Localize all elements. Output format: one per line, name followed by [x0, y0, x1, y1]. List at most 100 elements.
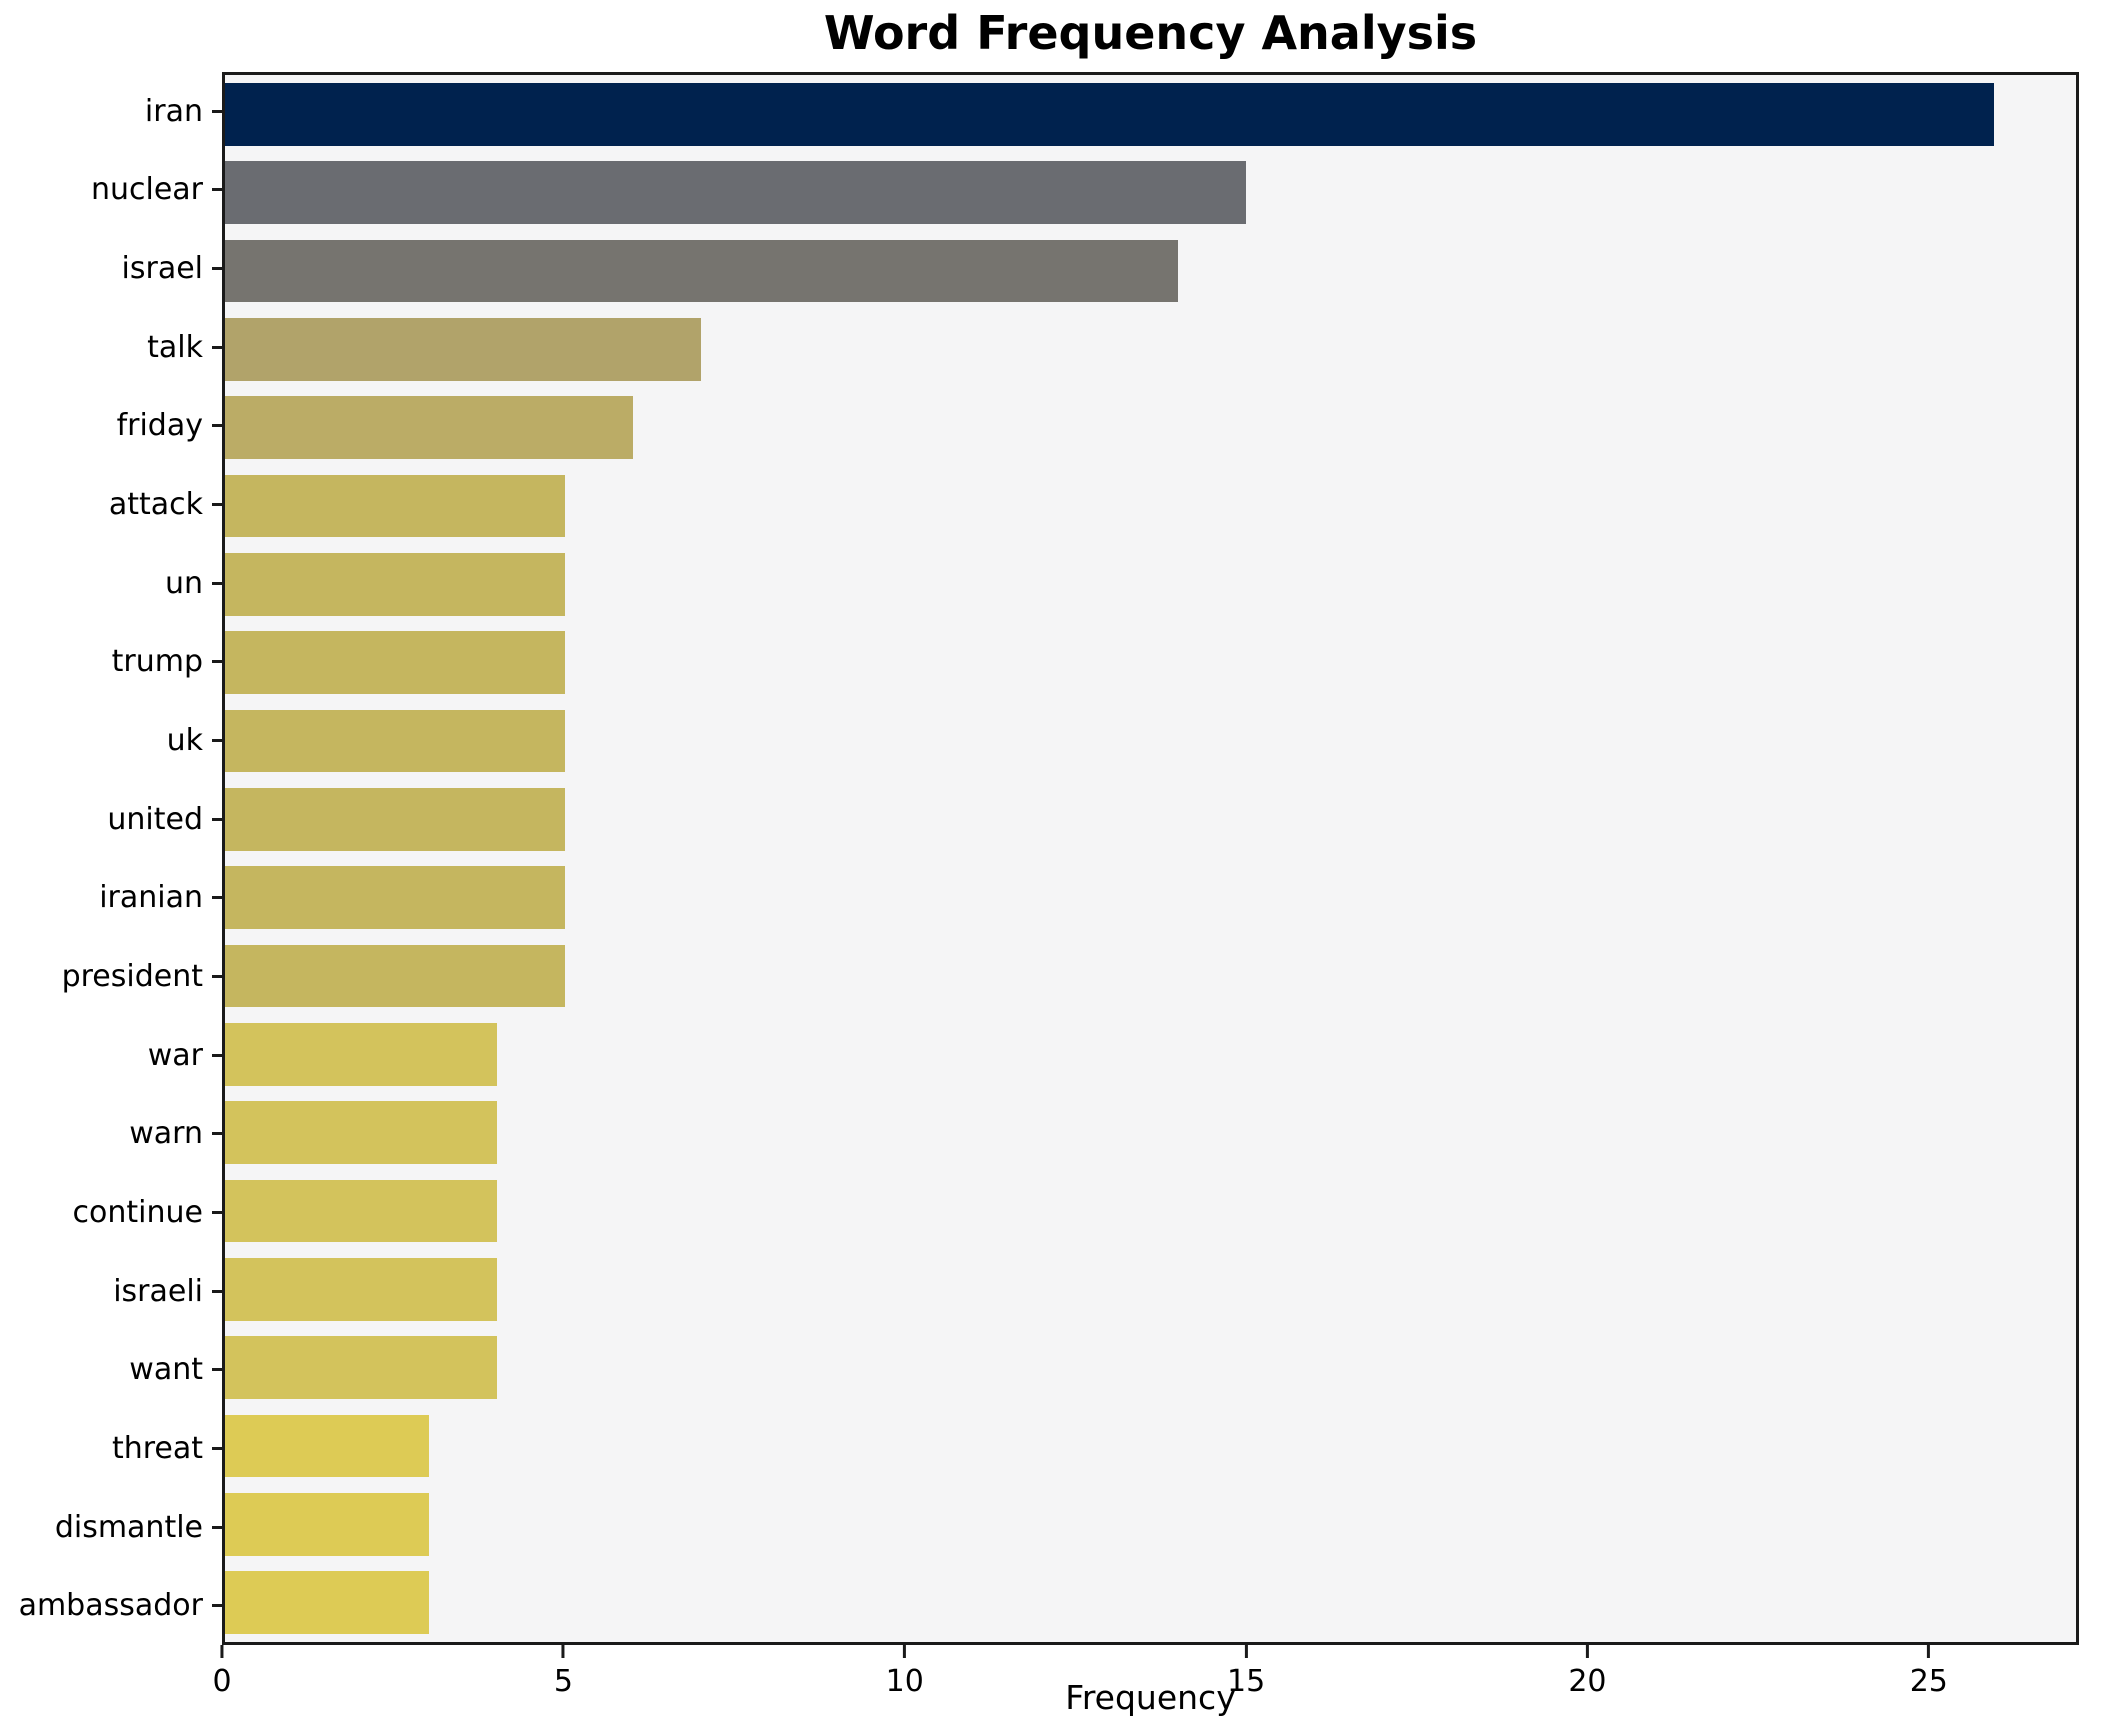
x-tick-mark: [903, 1645, 907, 1658]
x-tick-label: 20: [1568, 1664, 1607, 1699]
x-tick-mark: [220, 1645, 224, 1658]
bar-continue: [225, 1179, 498, 1243]
x-tick-15: 15: [1227, 1645, 1265, 1699]
bar-trump: [225, 631, 566, 694]
y-label-israel: israel: [121, 251, 203, 287]
y-tick-mark: [212, 109, 222, 113]
y-tick-mark: [212, 896, 222, 900]
y-label-attack: attack: [108, 487, 203, 523]
bar-uk: [225, 709, 566, 773]
bar-row-ambassador: [225, 1564, 2076, 1642]
bar-row-war: [225, 1015, 2076, 1093]
y-label-israeli: israeli: [113, 1273, 203, 1309]
y-label-row-un: un: [0, 544, 222, 623]
y-tick-mark: [212, 1289, 222, 1293]
bar-row-trump: [225, 623, 2076, 701]
y-tick-mark: [212, 739, 222, 743]
y-label-row-talk: talk: [0, 308, 222, 387]
plot-area: [222, 72, 2079, 1645]
y-label-row-president: president: [0, 937, 222, 1016]
bar-un: [225, 552, 566, 616]
y-label-want: want: [129, 1352, 203, 1388]
y-tick-mark: [212, 581, 222, 585]
y-tick-mark: [212, 1053, 222, 1057]
y-label-un: un: [164, 565, 203, 601]
bar-row-threat: [225, 1407, 2076, 1485]
bar-nuclear: [225, 161, 1246, 224]
bar-friday: [225, 396, 634, 459]
y-label-warn: warn: [129, 1116, 203, 1152]
y-label-row-nuclear: nuclear: [0, 151, 222, 230]
y-label-united: united: [107, 801, 203, 837]
y-label-trump: trump: [111, 644, 203, 680]
y-label-row-attack: attack: [0, 465, 222, 544]
y-label-continue: continue: [72, 1195, 203, 1231]
bar-row-dismantle: [225, 1485, 2076, 1563]
bar-row-united: [225, 780, 2076, 858]
y-label-war: war: [147, 1037, 203, 1073]
bar-want: [225, 1336, 498, 1399]
y-axis-labels: iran nuclear israel talk friday attack un trump…: [0, 72, 222, 1645]
bar-row-iran: [225, 75, 2076, 153]
y-tick-mark: [212, 975, 222, 979]
y-label-row-israel: israel: [0, 229, 222, 308]
bar-row-friday: [225, 388, 2076, 466]
x-tick-label: 25: [1909, 1664, 1948, 1699]
bar-president: [225, 944, 566, 1008]
y-label-row-iran: iran: [0, 72, 222, 151]
y-label-row-threat: threat: [0, 1409, 222, 1488]
y-label-row-uk: uk: [0, 701, 222, 780]
bar-united: [225, 787, 566, 851]
y-label-president: president: [61, 959, 203, 995]
y-tick-mark: [212, 1525, 222, 1529]
y-label-row-continue: continue: [0, 1173, 222, 1252]
y-label-ambassador: ambassador: [18, 1588, 203, 1624]
x-axis-title: Frequency: [1065, 1678, 1236, 1717]
y-label-row-war: war: [0, 1016, 222, 1095]
bar-iran: [225, 82, 1995, 146]
x-tick-5: 5: [554, 1645, 573, 1699]
y-tick-mark: [212, 345, 222, 349]
bar-row-warn: [225, 1093, 2076, 1171]
y-label-row-want: want: [0, 1331, 222, 1410]
y-tick-mark: [212, 267, 222, 271]
bar-dismantle: [225, 1493, 430, 1556]
bar-ambassador: [225, 1571, 430, 1635]
bar-row-uk: [225, 702, 2076, 780]
y-label-iran: iran: [144, 93, 203, 129]
y-label-row-israeli: israeli: [0, 1252, 222, 1331]
y-label-row-iranian: iranian: [0, 859, 222, 938]
y-label-row-friday: friday: [0, 387, 222, 466]
y-label-row-ambassador: ambassador: [0, 1566, 222, 1645]
y-tick-mark: [212, 1211, 222, 1215]
x-tick-mark: [1244, 1645, 1248, 1658]
y-tick-mark: [212, 1604, 222, 1608]
y-label-nuclear: nuclear: [90, 172, 203, 208]
y-label-dismantle: dismantle: [54, 1509, 203, 1545]
bar-row-israeli: [225, 1250, 2076, 1328]
bar-war: [225, 1022, 498, 1086]
y-tick-mark: [212, 1446, 222, 1450]
bar-talk: [225, 317, 702, 381]
y-label-row-warn: warn: [0, 1095, 222, 1174]
bar-attack: [225, 474, 566, 538]
x-tick-25: 25: [1910, 1645, 1948, 1699]
y-tick-mark: [212, 1132, 222, 1136]
bar-warn: [225, 1101, 498, 1164]
y-label-threat: threat: [111, 1430, 203, 1466]
x-tick-0: 0: [212, 1645, 232, 1699]
bar-row-continue: [225, 1172, 2076, 1250]
x-tick-mark: [1585, 1645, 1589, 1658]
bar-row-talk: [225, 310, 2076, 388]
y-tick-mark: [212, 1368, 222, 1372]
bar-row-israel: [225, 232, 2076, 310]
x-tick-mark: [561, 1645, 565, 1658]
y-tick-mark: [212, 188, 222, 192]
y-label-talk: talk: [147, 329, 203, 365]
x-tick-label: 15: [1226, 1664, 1266, 1699]
x-axis-ticks: 0 5 10 15 20 25: [212, 1645, 2079, 1715]
x-tick-10: 10: [886, 1645, 924, 1699]
y-label-row-trump: trump: [0, 623, 222, 702]
x-tick-20: 20: [1568, 1645, 1607, 1699]
